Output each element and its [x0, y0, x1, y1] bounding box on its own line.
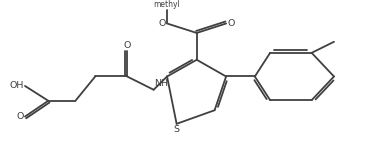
Text: O: O	[227, 19, 234, 28]
Text: O: O	[17, 112, 24, 121]
Text: O: O	[124, 41, 131, 50]
Text: S: S	[174, 125, 180, 134]
Text: methyl: methyl	[154, 0, 180, 9]
Text: O: O	[159, 19, 166, 28]
Text: OH: OH	[10, 82, 24, 90]
Text: NH: NH	[155, 79, 168, 88]
